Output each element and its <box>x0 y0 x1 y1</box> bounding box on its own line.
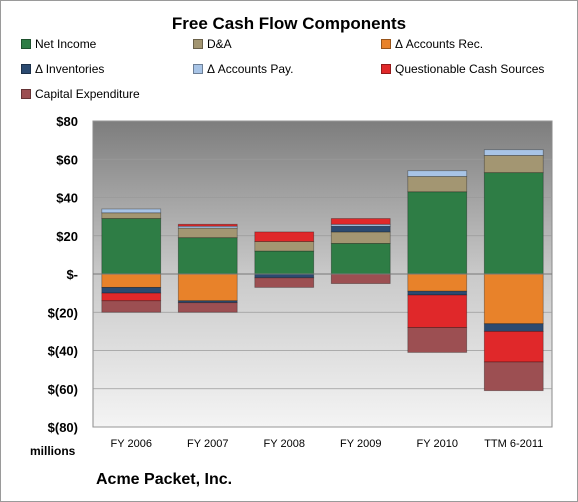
legend-label: Δ Accounts Pay. <box>207 62 294 76</box>
y-tick-label: $(40) <box>48 344 78 359</box>
legend-item-net-income: Net Income <box>21 37 96 51</box>
bar-questionable-cash-sources-ttm-6-2011 <box>483 330 544 363</box>
bar-d-a-fy-2010 <box>407 176 468 193</box>
legend-swatch <box>21 39 31 49</box>
x-tick-label: FY 2008 <box>264 438 305 450</box>
bar-d-a-fy-2008 <box>254 241 315 252</box>
x-tick-label: FY 2010 <box>417 438 458 450</box>
bar-net-income-fy-2007 <box>177 237 238 275</box>
legend-swatch <box>381 39 391 49</box>
legend-item-accounts-rec: Δ Accounts Rec. <box>381 37 483 51</box>
bar-accounts-pay-ttm-6-2011 <box>483 149 544 156</box>
bar-capital-expenditure-fy-2009 <box>330 273 391 284</box>
bar-questionable-cash-sources-fy-2007 <box>177 223 238 227</box>
bar-accounts-rec-fy-2006 <box>101 273 162 288</box>
bar-questionable-cash-sources-fy-2006 <box>101 292 162 302</box>
legend-label: D&A <box>207 37 232 51</box>
legend-item-capital-expenditure: Capital Expenditure <box>21 87 140 101</box>
bar-net-income-fy-2010 <box>407 191 468 275</box>
bar-inventories-ttm-6-2011 <box>483 323 544 332</box>
bar-accounts-rec-fy-2007 <box>177 273 238 302</box>
bar-questionable-cash-sources-fy-2009 <box>330 218 391 225</box>
y-tick-label: $- <box>66 267 78 282</box>
x-tick-label: FY 2007 <box>187 438 228 450</box>
legend-item-accounts-pay: Δ Accounts Pay. <box>193 62 294 76</box>
bar-capital-expenditure-ttm-6-2011 <box>483 361 544 392</box>
unit-label: millions <box>30 444 76 458</box>
y-tick-label: $60 <box>56 152 78 167</box>
chart-title: Free Cash Flow Components <box>171 14 407 33</box>
y-tick-label: $(60) <box>48 382 78 397</box>
bar-inventories-fy-2006 <box>101 286 162 294</box>
legend-label: Net Income <box>35 37 97 51</box>
legend-label: Questionable Cash Sources <box>395 62 545 76</box>
bar-d-a-fy-2009 <box>330 231 391 244</box>
bar-inventories-fy-2009 <box>330 225 391 233</box>
bar-capital-expenditure-fy-2007 <box>177 302 238 313</box>
bar-capital-expenditure-fy-2010 <box>407 327 468 353</box>
bar-inventories-fy-2008 <box>254 273 315 279</box>
bar-accounts-pay-fy-2010 <box>407 170 468 177</box>
x-tick-label: TTM 6-2011 <box>484 438 543 450</box>
bar-questionable-cash-sources-fy-2010 <box>407 294 468 328</box>
bar-accounts-rec-ttm-6-2011 <box>483 273 544 325</box>
y-tick-label: $20 <box>56 229 78 244</box>
legend-swatch <box>381 64 391 74</box>
legend-item-inventories: Δ Inventories <box>21 62 104 76</box>
legend-item-questionable-cash-sources: Questionable Cash Sources <box>381 62 544 76</box>
bar-inventories-fy-2010 <box>407 290 468 296</box>
legend-swatch <box>193 39 203 49</box>
bar-d-a-fy-2007 <box>177 227 238 239</box>
bar-capital-expenditure-fy-2006 <box>101 300 162 313</box>
x-tick-label: FY 2009 <box>340 438 381 450</box>
y-tick-label: $(20) <box>48 305 78 320</box>
legend-item-d-a: D&A <box>193 37 232 51</box>
bar-d-a-fy-2006 <box>101 212 162 219</box>
bar-accounts-pay-fy-2006 <box>101 208 162 214</box>
bar-net-income-fy-2008 <box>254 250 315 275</box>
bar-net-income-ttm-6-2011 <box>483 172 544 275</box>
y-tick-label: $(80) <box>48 420 78 435</box>
bar-d-a-ttm-6-2011 <box>483 155 544 174</box>
x-tick-label: FY 2006 <box>111 438 152 450</box>
y-tick-label: $80 <box>56 114 78 129</box>
legend-swatch <box>21 64 31 74</box>
legend-label: Δ Accounts Rec. <box>395 37 484 51</box>
legend-swatch <box>193 64 203 74</box>
bar-accounts-rec-fy-2010 <box>407 273 468 292</box>
legend-swatch <box>21 89 31 99</box>
bar-capital-expenditure-fy-2008 <box>254 277 315 288</box>
legend-label: Capital Expenditure <box>35 87 140 101</box>
bar-net-income-fy-2006 <box>101 218 162 275</box>
bar-net-income-fy-2009 <box>330 242 391 275</box>
legend-label: Δ Inventories <box>35 62 105 76</box>
y-tick-label: $40 <box>56 191 78 206</box>
bar-questionable-cash-sources-fy-2008 <box>254 231 315 242</box>
company-name: Acme Packet, Inc. <box>96 471 233 488</box>
